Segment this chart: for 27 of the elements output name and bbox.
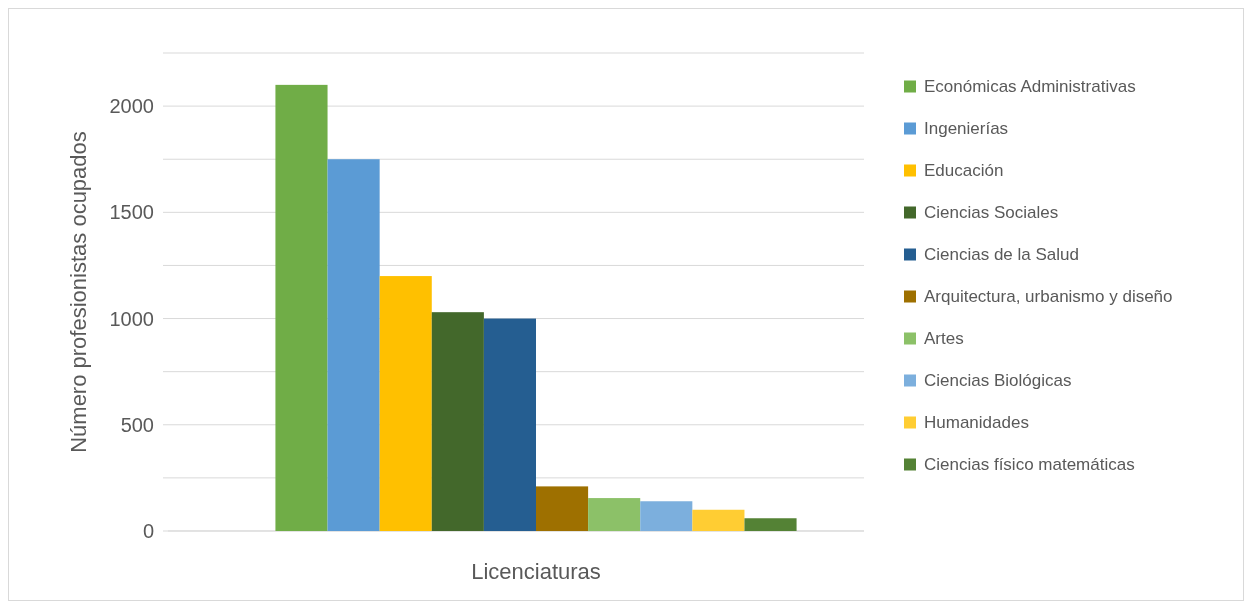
legend-label: Educación xyxy=(924,161,1004,181)
legend-label: Artes xyxy=(924,329,964,349)
y-tick-label: 1500 xyxy=(109,201,154,224)
y-tick-label: 1000 xyxy=(109,307,154,330)
bar xyxy=(744,518,797,531)
bar xyxy=(640,501,693,531)
legend-label: Ciencias físico matemáticas xyxy=(924,455,1135,475)
bar xyxy=(483,318,536,531)
bar xyxy=(536,486,589,531)
y-tick-label: 500 xyxy=(120,413,154,436)
y-axis-title: Número profesionistas ocupados xyxy=(66,131,91,453)
bar xyxy=(379,276,432,531)
legend-label: Ciencias de la Salud xyxy=(924,245,1079,265)
bar xyxy=(692,509,745,531)
legend-label: Ciencias Biológicas xyxy=(924,371,1072,391)
legend-label: Económicas Administrativas xyxy=(924,77,1136,97)
legend-label: Arquitectura, urbanismo y diseño xyxy=(924,287,1173,307)
bar xyxy=(275,84,328,531)
bar xyxy=(431,312,484,531)
legend-label: Ciencias Sociales xyxy=(924,203,1059,223)
x-axis-title: Licenciaturas xyxy=(471,559,601,584)
legend-label: Humanidades xyxy=(924,413,1029,433)
y-tick-label: 2000 xyxy=(109,95,154,118)
bar xyxy=(588,498,641,531)
legend-label: Ingenierías xyxy=(924,119,1009,139)
bar xyxy=(327,159,380,531)
y-tick-label: 0 xyxy=(142,520,154,542)
